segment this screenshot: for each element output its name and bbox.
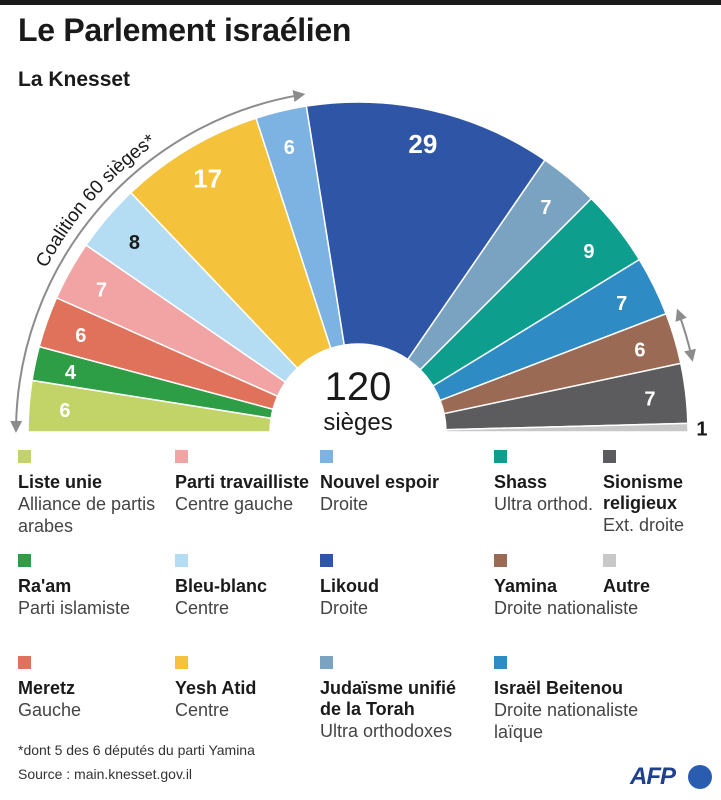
- annotation-arc: [675, 308, 696, 362]
- legend-item-meretz: Meretz Gauche: [18, 656, 168, 721]
- legend-item-liste-unie: Liste unie Alliance de partis arabes: [18, 450, 168, 537]
- slice-autre: [445, 422, 689, 433]
- legend-swatch: [175, 450, 188, 463]
- legend-party-description: Alliance de partis arabes: [18, 494, 156, 536]
- slice-value-label: 9: [583, 241, 594, 263]
- slice-value-label: 17: [193, 163, 222, 193]
- legend-party-name: Likoud: [320, 576, 379, 596]
- legend-party-description: Centre: [175, 700, 230, 720]
- legend-party-name: Meretz: [18, 678, 76, 698]
- legend-swatch: [320, 450, 333, 463]
- legend: Liste unie Alliance de partis arabes Ra'am…: [18, 450, 718, 743]
- legend-party-description: Parti islamiste: [18, 598, 131, 618]
- legend-party-name: Yesh Atid: [175, 678, 257, 698]
- legend-party-description: Droite: [320, 494, 369, 514]
- legend-party-description: Ext. droite: [603, 515, 685, 535]
- slice-value-label: 7: [616, 293, 627, 315]
- afp-logo-dot: [688, 765, 712, 789]
- slice-value-label: 1: [696, 418, 707, 440]
- legend-item-parti-travailliste: Parti travailliste Centre gauche: [175, 450, 325, 515]
- legend-swatch: [603, 554, 616, 567]
- legend-swatch: [320, 554, 333, 567]
- legend-item-shass: Shass Ultra orthod.: [494, 450, 644, 515]
- page-title: Le Parlement israélien: [18, 12, 352, 48]
- legend-item-likoud: Likoud Droite: [320, 554, 470, 619]
- legend-party-description: Droite nationaliste laïque: [494, 700, 639, 742]
- slice-value-label: 6: [634, 339, 645, 361]
- page-subtitle: La Knesset: [18, 68, 131, 91]
- legend-party-name: Autre: [603, 576, 651, 596]
- legend-party-description: Droite nationaliste: [494, 598, 639, 618]
- legend-party-name: Yamina: [494, 576, 558, 596]
- legend-party-name: Liste unie: [18, 472, 103, 492]
- total-seats-label: sièges: [323, 409, 392, 436]
- legend-party-name: Ra'am: [18, 576, 72, 596]
- legend-party-description: Gauche: [18, 700, 82, 720]
- legend-party-name: Sionisme religieux: [603, 472, 684, 513]
- legend-swatch: [18, 656, 31, 669]
- legend-swatch: [494, 656, 507, 669]
- legend-party-name: Shass: [494, 472, 548, 492]
- legend-party-description: Droite: [320, 598, 369, 618]
- slice-value-label: 7: [96, 279, 107, 301]
- legend-item-autre: Autre: [603, 554, 718, 597]
- slice-value-label: 4: [65, 362, 77, 384]
- legend-swatch: [603, 450, 616, 463]
- legend-swatch: [18, 450, 31, 463]
- annotation-arc: [10, 90, 306, 433]
- legend-party-description: Ultra orthodoxes: [320, 721, 453, 741]
- afp-logo-text: AFP: [630, 763, 676, 790]
- legend-swatch: [18, 554, 31, 567]
- source-note: Source : main.knesset.gov.il: [18, 766, 193, 782]
- legend-party-name: Nouvel espoir: [320, 472, 440, 492]
- slice-likoud: [305, 101, 546, 361]
- slice-value-label: 29: [408, 129, 437, 159]
- legend-party-description: Centre: [175, 598, 230, 618]
- slice-value-label: 7: [644, 388, 655, 410]
- slice-value-label: 6: [75, 325, 86, 347]
- legend-swatch: [175, 656, 188, 669]
- legend-item-yesh-atid: Yesh Atid Centre: [175, 656, 325, 721]
- slice-value-label: 6: [284, 137, 295, 159]
- footnote: *dont 5 des 6 députés du parti Yamina: [18, 742, 255, 758]
- legend-item-nouvel-espoir: Nouvel espoir Droite: [320, 450, 470, 515]
- legend-party-name: Israël Beitenou: [494, 678, 624, 698]
- legend-item-ra-am: Ra'am Parti islamiste: [18, 554, 168, 619]
- legend-item-sionisme-religieux: Sionisme religieux Ext. droite: [603, 450, 718, 536]
- slice-value-label: 8: [129, 232, 140, 254]
- legend-party-name: Judaïsme unifié de la Torah: [320, 678, 457, 719]
- legend-swatch: [175, 554, 188, 567]
- slice-value-label: 6: [59, 400, 70, 422]
- legend-item-bleu-blanc: Bleu-blanc Centre: [175, 554, 325, 619]
- legend-swatch: [320, 656, 333, 669]
- legend-item-juda-sme-unifi-de-la-torah: Judaïsme unifié de la Torah Ultra orthodo…: [320, 656, 470, 742]
- top-rule: [0, 0, 721, 5]
- slice-value-label: 7: [540, 197, 551, 219]
- legend-swatch: [494, 450, 507, 463]
- legend-party-name: Bleu-blanc: [175, 576, 268, 596]
- legend-party-description: Centre gauche: [175, 494, 294, 514]
- total-seats-value: 120: [325, 365, 392, 409]
- legend-party-description: Ultra orthod.: [494, 494, 594, 514]
- legend-swatch: [494, 554, 507, 567]
- legend-item-isra-l-beitenou: Israël Beitenou Droite nationaliste laïqu…: [494, 656, 644, 743]
- legend-party-name: Parti travailliste: [175, 472, 310, 492]
- legend-item-yamina: Yamina Droite nationaliste: [494, 554, 644, 619]
- afp-logo: AFP: [630, 763, 712, 793]
